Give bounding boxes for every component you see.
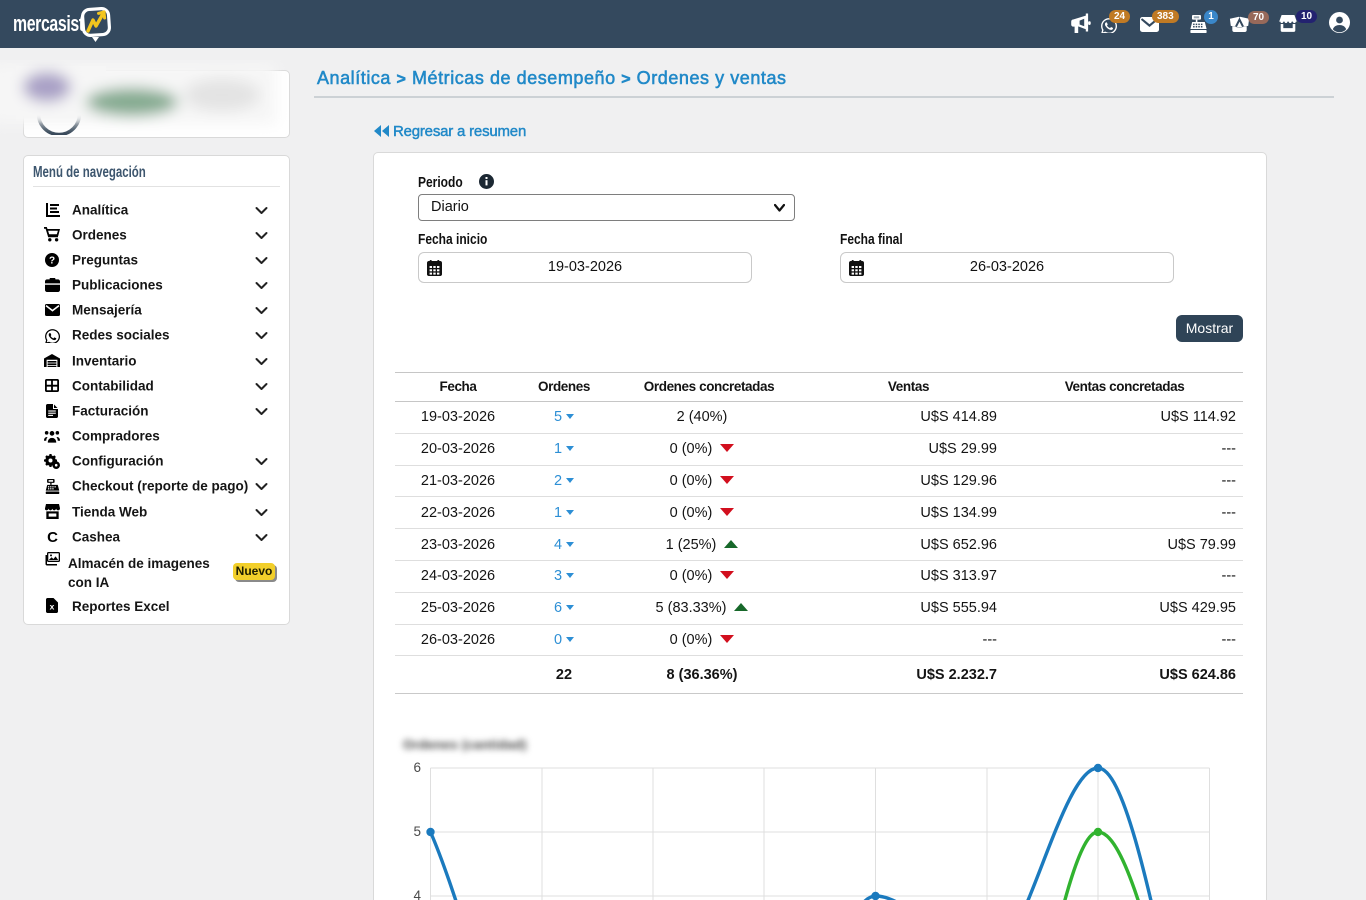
- svg-text:6: 6: [413, 760, 421, 775]
- svg-text:C: C: [47, 529, 58, 544]
- svg-text:x: x: [50, 602, 55, 612]
- svg-text:?: ?: [49, 255, 55, 266]
- svg-text:4: 4: [413, 888, 421, 900]
- svg-text:5: 5: [413, 824, 421, 839]
